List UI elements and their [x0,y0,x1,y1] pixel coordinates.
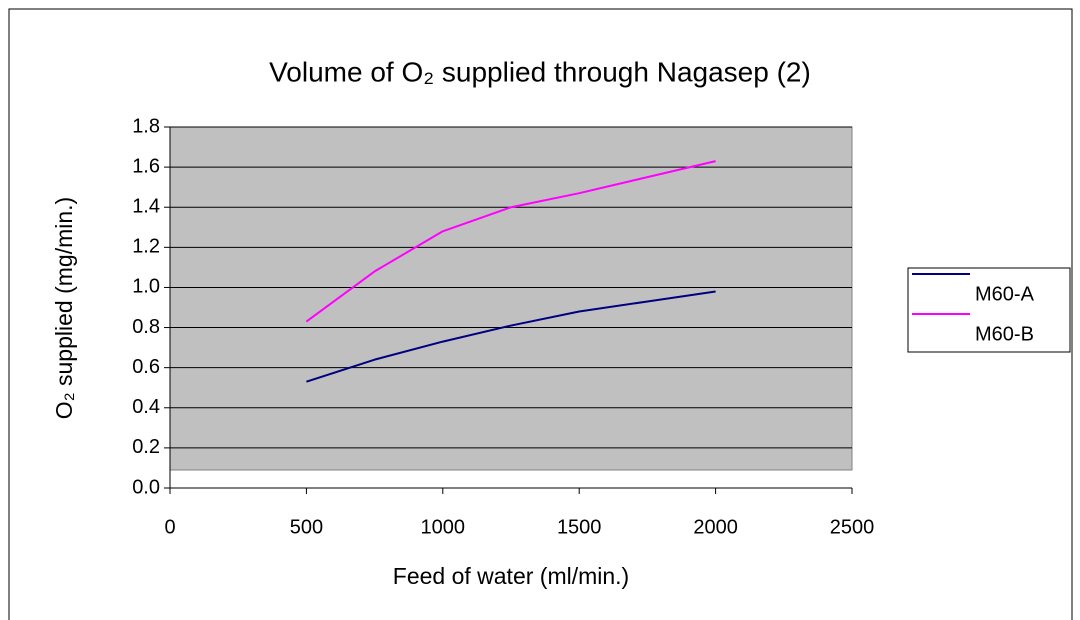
y-tick-label: 0.4 [132,396,160,418]
y-tick-label: 0.2 [132,436,160,458]
x-axis-label: Feed of water (ml/min.) [393,563,629,589]
y-tick-label: 1.8 [132,115,160,137]
y-tick-label: 1.2 [132,236,160,258]
y-axis-label: O₂ supplied (mg/min.) [51,197,77,419]
x-tick-label: 1500 [557,516,602,538]
x-tick-label: 1000 [421,516,466,538]
x-tick-label: 2000 [693,516,738,538]
x-tick-label: 0 [164,516,175,538]
chart-title: Volume of O₂ supplied through Nagasep (2… [269,56,811,87]
y-tick-label: 0.0 [132,476,160,498]
y-tick-label: 0.8 [132,316,160,338]
y-tick-label: 1.6 [132,155,160,177]
legend-label: M60-A [975,283,1035,305]
x-tick-label: 2500 [830,516,875,538]
x-tick-label: 500 [290,516,323,538]
series-line [305,160,716,323]
y-tick-label: 0.6 [132,356,160,378]
legend-box [907,267,1071,353]
series-line [306,290,716,383]
legend-label: M60-B [975,323,1034,345]
y-tick-label: 1.0 [132,276,160,298]
plot-area [169,126,853,471]
y-tick-label: 1.4 [132,196,160,218]
